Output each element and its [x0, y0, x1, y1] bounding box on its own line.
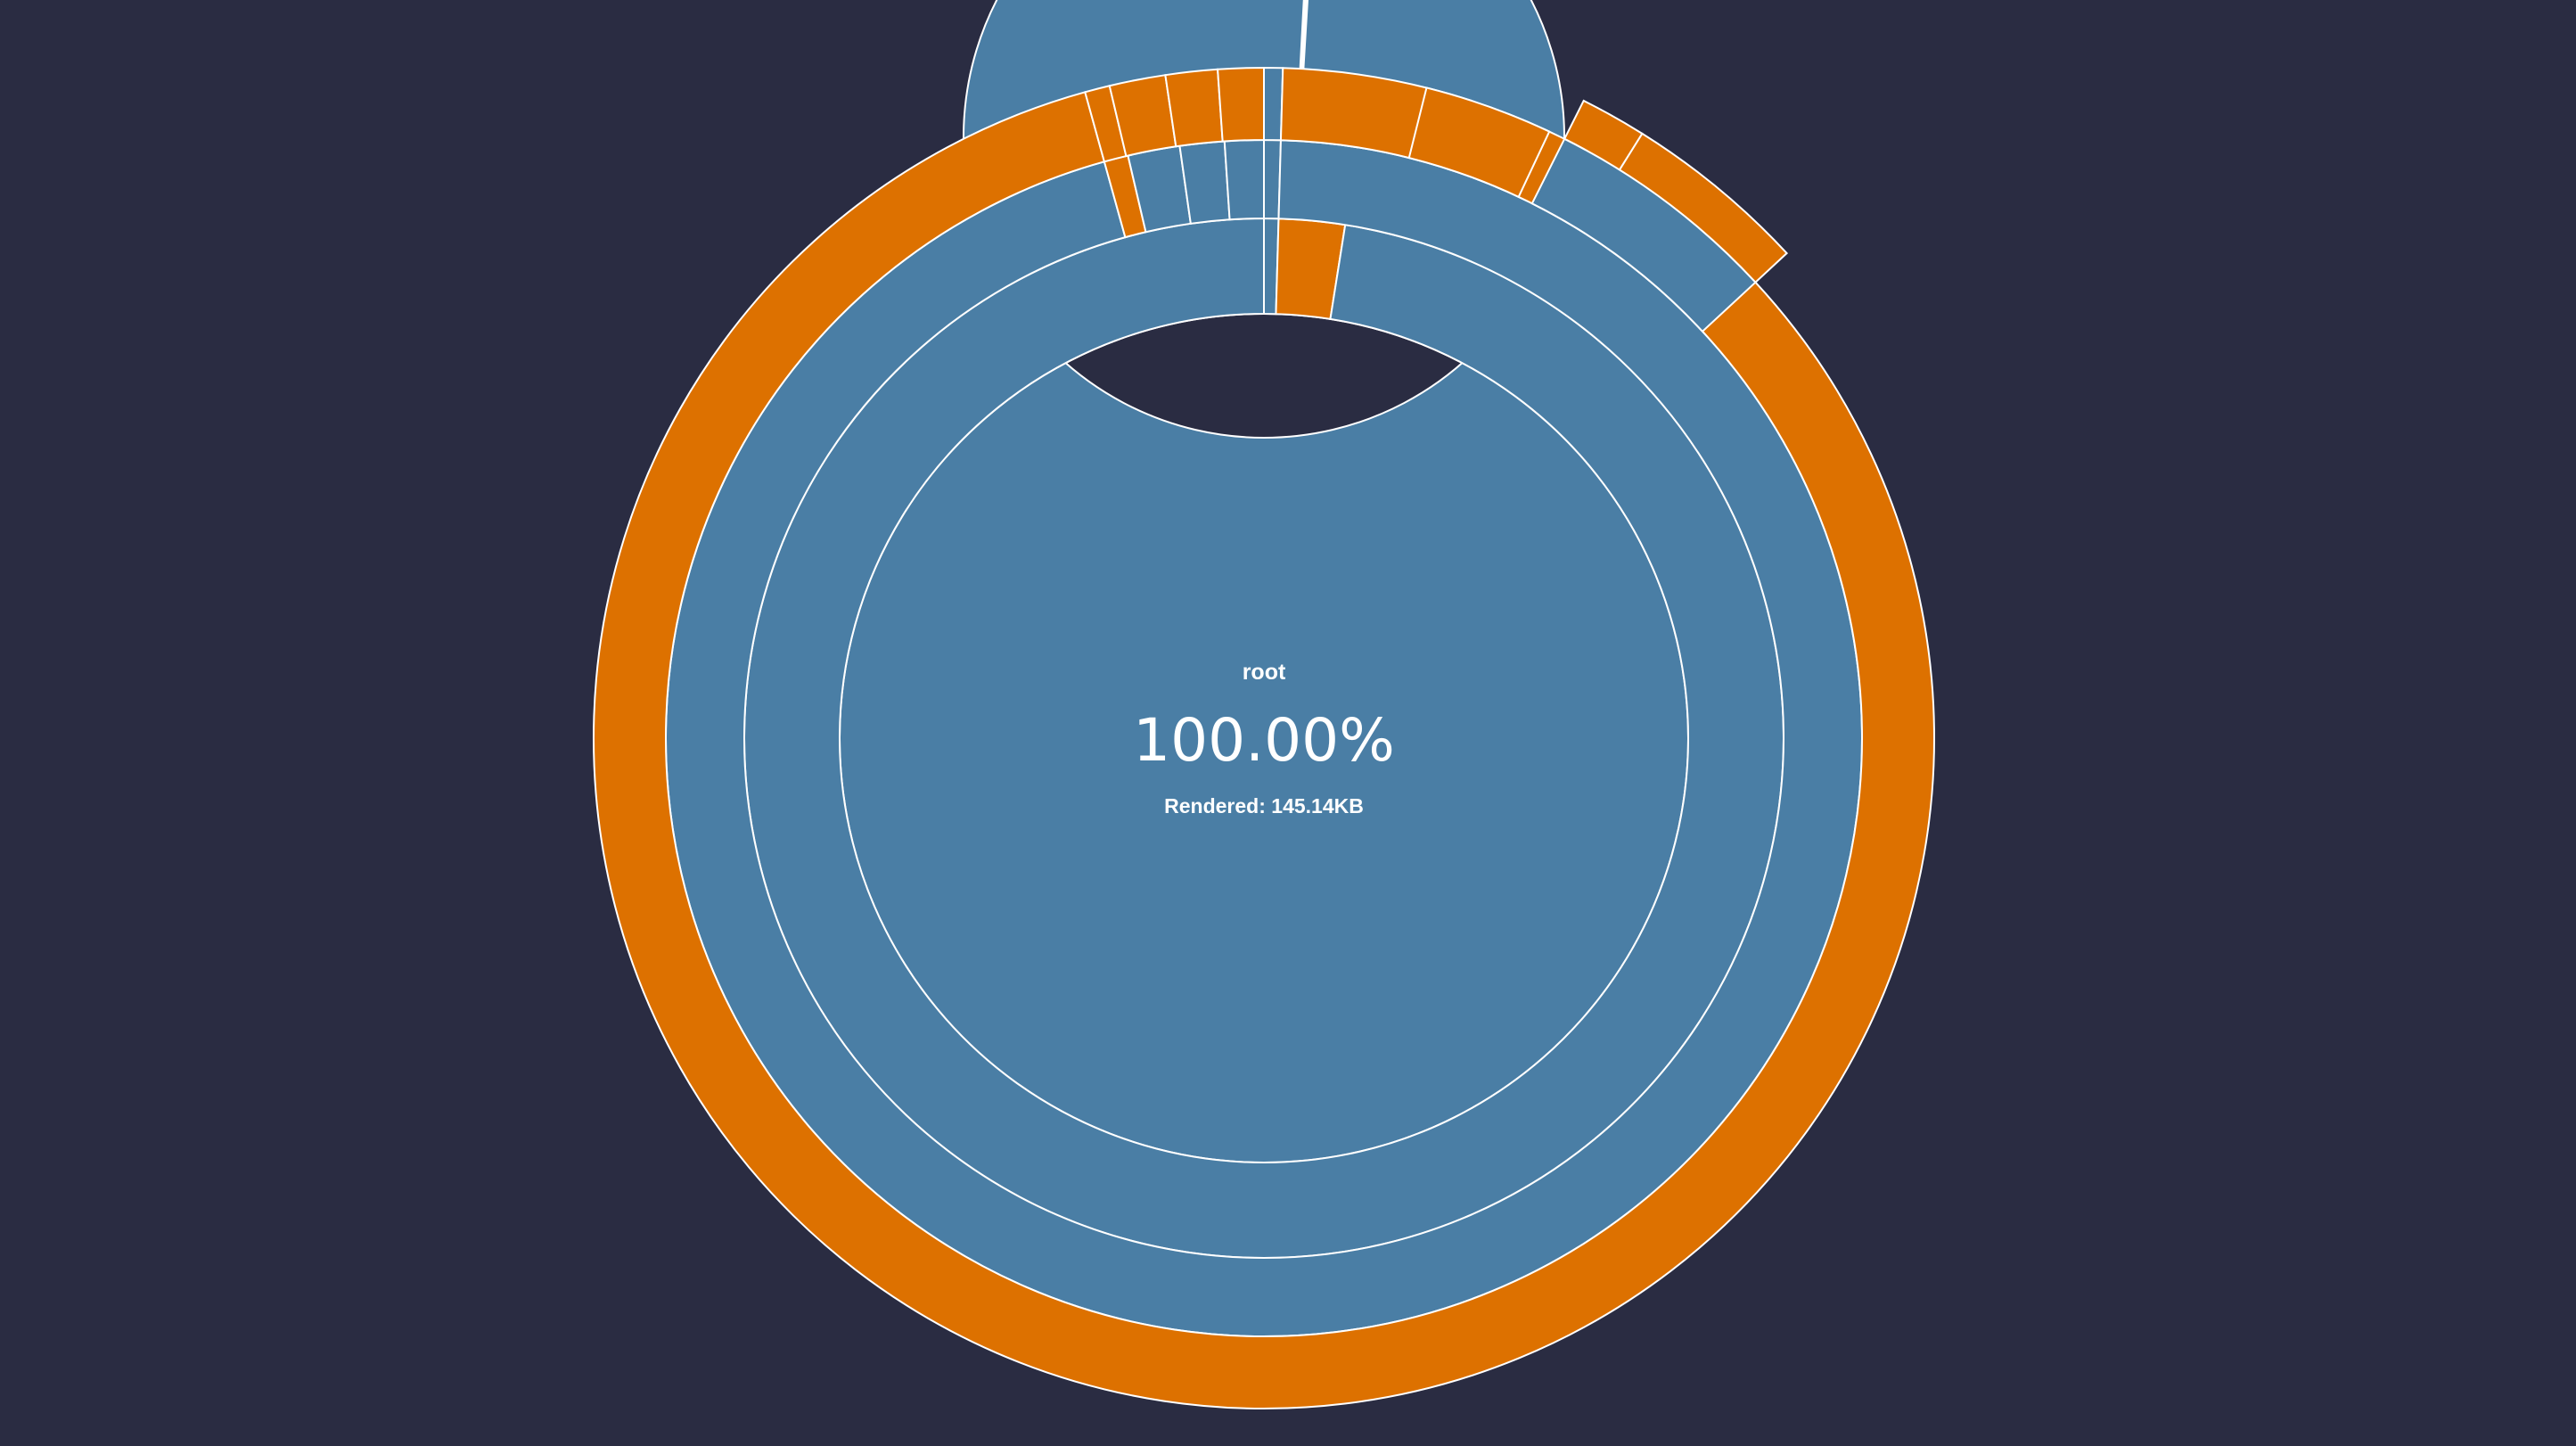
- center-rendered-size: Rendered: 145.14KB: [1164, 794, 1364, 817]
- sunburst-sliver-1[interactable]: [1299, 0, 1309, 70]
- sunburst-outer-node-4[interactable]: [1530, 137, 1757, 333]
- sunburst-outer-node-1[interactable]: [1407, 86, 1551, 199]
- sunburst-segment-depth5-1[interactable]: [1263, 66, 1284, 142]
- sunburst-segment-depth5-6[interactable]: [1217, 66, 1265, 143]
- sunburst-segments: [593, 0, 1935, 1409]
- center-percentage: 100.00%: [1133, 706, 1395, 775]
- sunburst-segment-depth5-2[interactable]: [593, 67, 1935, 1409]
- sunburst-segment-depth5-5[interactable]: [1164, 68, 1224, 148]
- center-node-name: root: [1243, 660, 1286, 685]
- center-label: root 100.00% Rendered: 145.14KB: [1133, 660, 1395, 817]
- sunburst-segment-depth4-6[interactable]: [1223, 138, 1265, 221]
